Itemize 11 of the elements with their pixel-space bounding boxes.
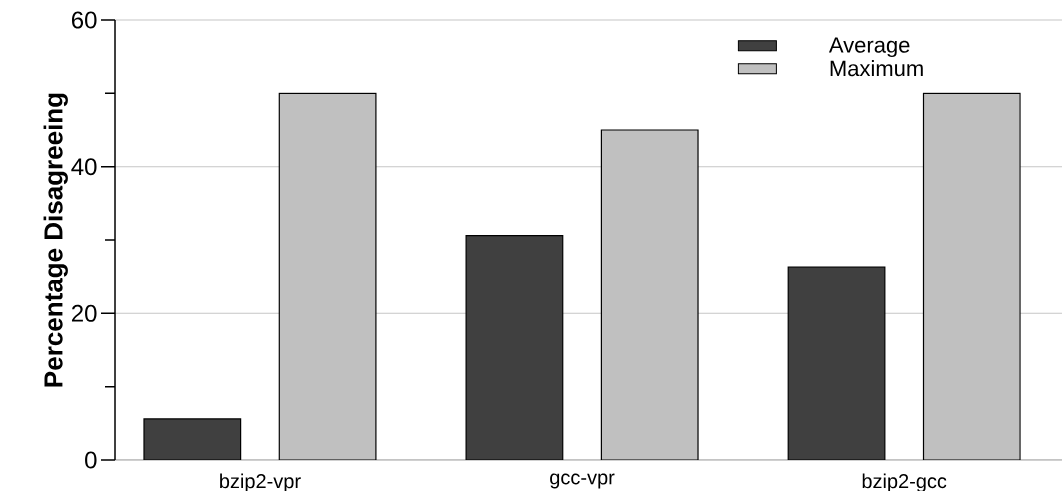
y-tick-label: 40 [71,158,97,176]
legend-label: Average [828,37,910,58]
y-tick-label: 60 [72,11,97,29]
y-axis-title: Percentage Disagreeing [43,93,68,387]
bar [143,418,242,460]
bar [787,266,886,460]
series-label: Maximum [830,60,923,77]
y-tick-label: 20 [71,304,97,322]
x-tick-label: gcc-vpr [550,473,615,489]
y-tick-label: 0 [85,451,97,469]
bar [465,235,564,460]
